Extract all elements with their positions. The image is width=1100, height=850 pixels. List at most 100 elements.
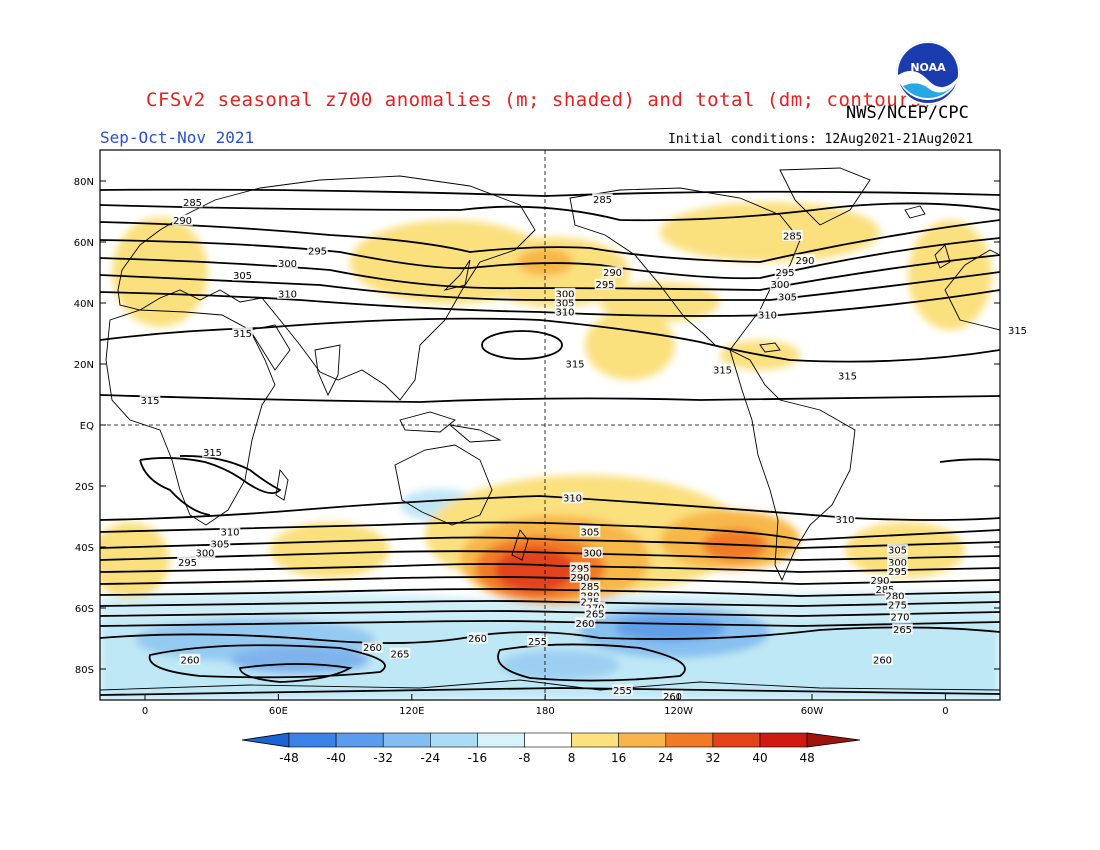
noaa-logo: NOAA xyxy=(896,41,960,105)
contour-label: 295 xyxy=(595,280,614,291)
contour-label-bg xyxy=(389,647,411,659)
contour-label-bg xyxy=(569,562,591,574)
colorbar-label: -32 xyxy=(373,751,393,765)
contour-label-bg xyxy=(774,266,796,278)
contour-label-bg xyxy=(579,589,601,601)
contour-label-bg xyxy=(182,196,203,208)
contour-label-bg xyxy=(612,684,633,696)
colorbar-arrow-high xyxy=(806,732,861,748)
contour-label-bg xyxy=(584,608,606,620)
contour-label: 260 xyxy=(873,655,892,666)
contour-label-bg xyxy=(837,370,858,382)
contour-label: 305 xyxy=(778,292,797,303)
contour-label-bg xyxy=(194,547,216,559)
contour-label-bg xyxy=(172,214,193,226)
contour-label: 300 xyxy=(555,289,574,300)
contour-label: 295 xyxy=(178,558,197,569)
contour-label-bg xyxy=(892,623,913,635)
contour-label-bg xyxy=(594,278,616,290)
contour-label-bg xyxy=(362,641,383,653)
contour-label-bg xyxy=(889,611,911,623)
contour-label: 315 xyxy=(140,396,159,407)
contour-label: 290 xyxy=(570,573,589,584)
colorbar-bin xyxy=(429,732,478,748)
contour-label: 275 xyxy=(888,600,907,611)
lon-tick-label: 120E xyxy=(399,706,424,717)
contour-label: 280 xyxy=(885,591,904,602)
lat-tick-label: 80N xyxy=(74,177,94,188)
season-label: Sep-Oct-Nov 2021 xyxy=(100,128,255,147)
colorbar-bin xyxy=(618,732,667,748)
contour-label-bg xyxy=(467,632,488,644)
contour-label-bg xyxy=(202,446,223,458)
contour-label: 300 xyxy=(195,549,214,560)
colorbar-bin xyxy=(571,732,619,748)
contour-label-bg xyxy=(872,653,893,665)
contour-label-bg xyxy=(564,358,586,369)
contour-label: 255 xyxy=(528,637,547,648)
lat-tick-label: 40S xyxy=(75,543,94,554)
contour-label-bg xyxy=(232,327,253,339)
contour-label: 310 xyxy=(758,311,777,322)
contour-label-bg xyxy=(219,525,241,537)
contour-label: 260 xyxy=(180,655,199,666)
contour-label: 255 xyxy=(613,686,632,697)
contour-label: 300 xyxy=(278,259,297,270)
contour-label: 260 xyxy=(663,692,682,703)
contour-label: 305 xyxy=(888,546,907,557)
contour-label-bg xyxy=(777,290,798,302)
contour-label: 285 xyxy=(580,582,599,593)
contour-label: 295 xyxy=(888,567,907,578)
geopotential-contours xyxy=(100,188,1000,696)
latitude-axis: 80N 60N 40N 20N EQ 20S 40S 60S 80S xyxy=(74,177,1000,676)
colorbar-label: -24 xyxy=(420,751,440,765)
contour-label-bg xyxy=(869,574,891,586)
contour-label: 300 xyxy=(583,549,602,560)
contour-label-bg xyxy=(554,297,576,308)
svg-text:NOAA: NOAA xyxy=(910,61,946,74)
contour-label: 305 xyxy=(580,527,599,538)
lat-tick-label: 20S xyxy=(75,482,94,493)
contour-label: 315 xyxy=(203,448,222,459)
colorbar-label: -16 xyxy=(468,751,488,765)
longitude-axis: 0 60E 120E 180 120W 60W 0 xyxy=(142,694,949,717)
contour-label-bg xyxy=(179,653,201,665)
colorbar-bin xyxy=(335,732,384,748)
contour-label-bg xyxy=(887,556,908,568)
chart-title: CFSv2 seasonal z700 anomalies (m; shaded… xyxy=(146,89,934,111)
contour-label: 265 xyxy=(893,625,912,636)
colorbar-label: 16 xyxy=(611,751,626,765)
contour-label-bg xyxy=(579,525,601,537)
lon-tick-label: 60W xyxy=(801,706,824,717)
contour-label: 295 xyxy=(570,564,589,575)
colorbar-label: 24 xyxy=(658,751,673,765)
contour-label: 290 xyxy=(603,268,622,279)
lat-tick-label: 60N xyxy=(74,238,94,249)
organization-label: NWS/NCEP/CPC xyxy=(846,103,969,123)
contour-label: 305 xyxy=(555,299,574,310)
contour-label-bg xyxy=(177,556,198,568)
contour-label: 310 xyxy=(555,308,574,319)
colorbar-bin xyxy=(712,732,761,748)
contour-label-bg xyxy=(887,565,908,577)
lat-tick-label: EQ xyxy=(80,421,94,432)
contour-label: 295 xyxy=(775,268,794,279)
colorbar-label: 40 xyxy=(752,751,767,765)
reference-lines xyxy=(100,150,1000,700)
lon-tick-label: 180 xyxy=(536,706,555,717)
contour-label-bg xyxy=(592,193,613,205)
contour-label: 265 xyxy=(585,610,604,621)
colorbar-label: 32 xyxy=(705,751,720,765)
contour-label-bg xyxy=(887,598,908,610)
lon-tick-label: 60E xyxy=(269,706,288,717)
contour-label-bg xyxy=(277,257,298,269)
contour-label: 315 xyxy=(1008,326,1027,337)
contour-label: 290 xyxy=(795,256,814,267)
contour-label: 310 xyxy=(220,527,239,538)
contour-label-bg xyxy=(794,254,816,266)
contour-label: 290 xyxy=(870,576,889,587)
colorbar-bin xyxy=(477,732,525,748)
contour-label: 315 xyxy=(565,360,584,371)
contour-label-bg xyxy=(307,245,328,257)
